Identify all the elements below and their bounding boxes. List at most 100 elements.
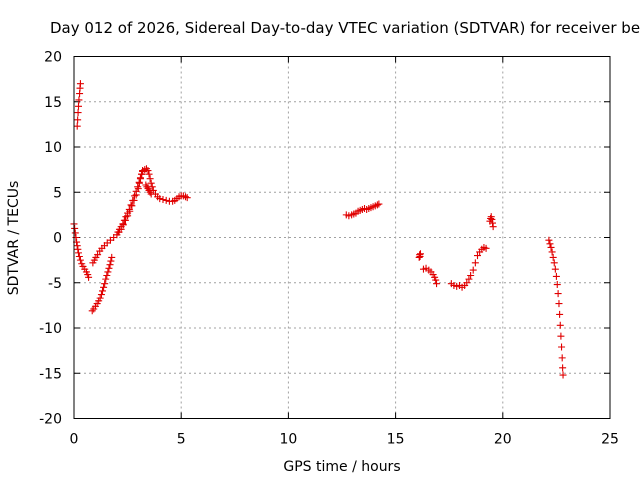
data-point — [467, 272, 475, 280]
series-arc-c — [88, 253, 116, 315]
data-point — [96, 294, 104, 302]
data-point — [120, 216, 128, 224]
x-axis-label: GPS time / hours — [283, 459, 400, 475]
y-tick-label: -15 — [39, 366, 62, 382]
data-point — [373, 201, 381, 209]
data-point — [135, 178, 143, 186]
data-point — [76, 256, 84, 264]
data-point — [145, 170, 153, 178]
data-point — [129, 196, 137, 204]
data-point — [156, 195, 164, 203]
data-point — [99, 287, 107, 295]
data-point — [546, 240, 554, 248]
y-tick-label: -10 — [39, 321, 62, 337]
data-point — [75, 96, 83, 104]
data-point — [471, 259, 479, 267]
data-points — [70, 80, 567, 379]
data-point — [132, 187, 140, 195]
data-point — [556, 310, 564, 318]
data-point — [463, 279, 471, 287]
data-point — [122, 213, 130, 221]
data-point — [75, 249, 83, 257]
data-point — [465, 275, 473, 283]
data-point — [102, 275, 110, 283]
data-point — [74, 245, 82, 253]
data-point — [138, 170, 146, 178]
y-axis-label: SDTVAR / TECUs — [6, 181, 22, 296]
data-point — [548, 248, 556, 256]
x-tick-label: 15 — [387, 432, 405, 448]
data-point — [73, 122, 81, 130]
data-point — [97, 291, 105, 299]
data-point — [482, 244, 490, 252]
data-point — [147, 179, 155, 187]
data-point — [103, 272, 111, 280]
data-point — [488, 215, 496, 223]
data-point — [557, 332, 565, 340]
x-tick-label: 0 — [70, 432, 79, 448]
data-point — [144, 167, 152, 175]
data-point — [159, 195, 167, 203]
data-point — [130, 192, 138, 200]
x-tick-label: 5 — [177, 432, 186, 448]
data-point — [489, 223, 497, 231]
data-point — [556, 321, 564, 329]
series-arc-k — [447, 243, 490, 291]
data-point — [554, 290, 562, 298]
data-point — [141, 166, 149, 174]
series-arc-l — [486, 213, 497, 231]
y-tick-label: 0 — [53, 231, 62, 247]
data-point — [181, 193, 189, 201]
data-point — [94, 251, 102, 259]
data-point — [489, 219, 497, 227]
series-arc-m — [545, 236, 567, 379]
data-point — [71, 229, 79, 237]
data-point — [104, 268, 112, 276]
series-arc-h — [342, 200, 383, 220]
data-point — [551, 265, 559, 273]
data-point — [558, 343, 566, 351]
data-point — [124, 209, 132, 217]
data-point — [85, 273, 93, 281]
series-arc-f — [114, 170, 146, 236]
y-tick-label: 15 — [44, 95, 62, 111]
data-point — [433, 280, 441, 288]
data-point — [74, 116, 82, 124]
data-point — [76, 80, 84, 88]
y-tick-label: 5 — [53, 185, 62, 201]
data-point — [75, 102, 83, 110]
data-point — [552, 272, 560, 280]
data-point — [128, 202, 136, 210]
series-arc-g — [142, 181, 155, 198]
data-point — [432, 276, 440, 284]
data-point — [134, 183, 142, 191]
data-point — [550, 259, 558, 267]
data-point — [183, 194, 191, 202]
plot-frame — [73, 56, 611, 419]
x-tick-label: 25 — [601, 432, 619, 448]
y-tick-label: -5 — [48, 276, 62, 292]
data-point — [101, 280, 109, 288]
y-tick-label: 20 — [44, 50, 62, 66]
data-point — [108, 253, 116, 261]
data-point — [553, 281, 561, 289]
data-point — [106, 261, 114, 269]
data-point — [105, 264, 113, 272]
y-tick-label: 10 — [44, 140, 62, 156]
data-point — [73, 242, 81, 250]
data-point — [559, 371, 567, 379]
data-point — [127, 201, 135, 209]
data-point — [100, 283, 108, 291]
data-point — [107, 257, 115, 265]
data-point — [136, 174, 144, 182]
data-point — [162, 196, 170, 204]
data-point — [71, 224, 79, 232]
series-arc-e — [139, 165, 191, 205]
data-point — [416, 250, 424, 258]
data-point — [375, 200, 383, 208]
grid-lines — [74, 56, 610, 419]
data-point — [146, 175, 154, 183]
data-point — [469, 266, 477, 274]
